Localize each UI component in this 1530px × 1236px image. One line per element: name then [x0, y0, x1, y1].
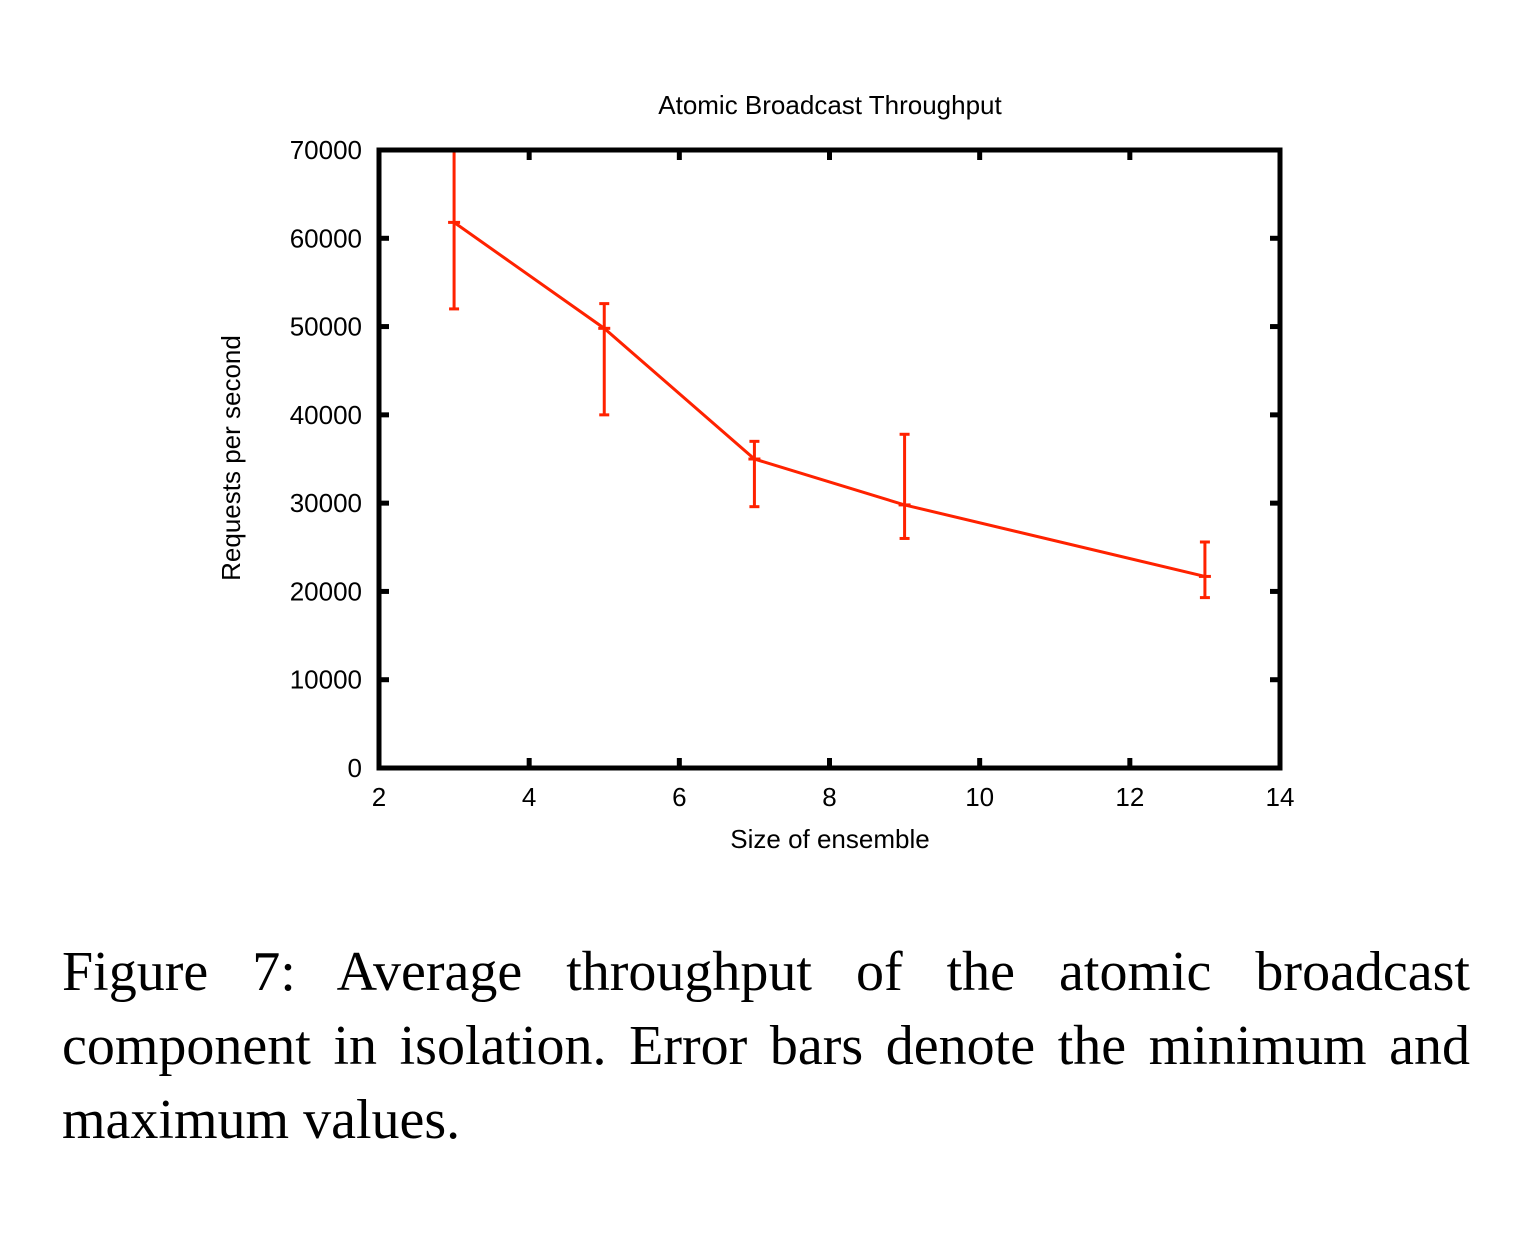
- error-bar: [1199, 540, 1210, 600]
- x-tick-label: 14: [1266, 782, 1295, 812]
- chart-title: Atomic Broadcast Throughput: [658, 90, 1002, 120]
- error-bar: [749, 439, 760, 509]
- x-tick-label: 6: [672, 782, 686, 812]
- y-tick-label: 0: [348, 753, 362, 783]
- x-tick-label: 10: [965, 782, 994, 812]
- chart-figure: Atomic Broadcast Throughput Size of ense…: [216, 90, 1295, 854]
- x-tick-label: 8: [822, 782, 836, 812]
- x-axis-label: Size of ensemble: [730, 824, 929, 854]
- y-tick-label: 50000: [290, 312, 362, 342]
- y-tick-label: 70000: [290, 135, 362, 165]
- y-tick-label: 20000: [290, 576, 362, 606]
- plot-frame: [376, 147, 1283, 771]
- error-bar: [599, 302, 610, 417]
- y-tick-label: 30000: [290, 488, 362, 518]
- x-tick-label: 2: [372, 782, 386, 812]
- y-axis-label: Requests per second: [216, 335, 246, 581]
- axis-ticks: 2 4 6 8 10 12 14 0 10000 20000 30000 40000 50000 6000…: [290, 135, 1295, 812]
- x-tick-label: 12: [1115, 782, 1144, 812]
- y-tick-label: 40000: [290, 400, 362, 430]
- figure-caption: Figure 7: Average throughput of the atom…: [62, 941, 1470, 1151]
- y-tick-label: 10000: [290, 665, 362, 695]
- y-tick-label: 60000: [290, 223, 362, 253]
- chart: Atomic Broadcast Throughput Size of ense…: [216, 90, 1295, 854]
- series-line: [453, 221, 1206, 578]
- error-bar: [899, 432, 910, 540]
- series-group: [448, 148, 1211, 600]
- error-bar: [449, 148, 460, 311]
- x-tick-label: 4: [522, 782, 536, 812]
